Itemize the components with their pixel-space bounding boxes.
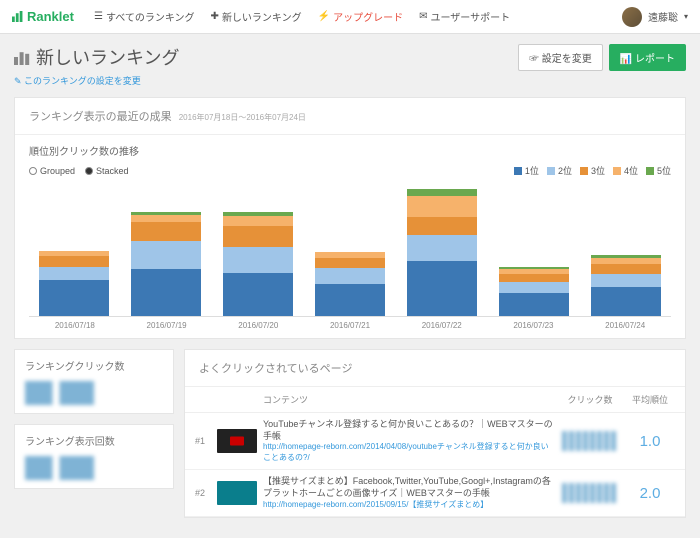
avatar bbox=[622, 7, 642, 27]
col-rank: 平均順位 bbox=[625, 393, 675, 406]
chart-legend: 1位2位3位4位5位 bbox=[514, 164, 671, 177]
chart-title: 順位別クリック数の推移 bbox=[15, 135, 685, 158]
report-button[interactable]: 📊 レポート bbox=[609, 44, 686, 71]
mode-grouped[interactable]: Grouped bbox=[29, 166, 75, 176]
table-row[interactable]: #2【推奨サイズまとめ】Facebook,Twitter,YouTube,Goo… bbox=[185, 470, 685, 517]
nav-all-rankings[interactable]: ☰ すべてのランキング bbox=[94, 9, 195, 24]
results-daterange: 2016年07月18日～2016年07月24日 bbox=[179, 113, 306, 122]
user-menu[interactable]: 遠藤聡 ▾ bbox=[622, 7, 688, 27]
clicks-panel: ランキングクリック数 bbox=[14, 349, 174, 414]
settings-button[interactable]: ☞ 設定を変更 bbox=[518, 44, 603, 71]
nav-support[interactable]: ✉ ユーザーサポート bbox=[419, 9, 510, 24]
table-title: よくクリックされているページ bbox=[199, 363, 352, 375]
brand[interactable]: Ranklet bbox=[12, 9, 74, 24]
results-title: ランキング表示の最近の成果 bbox=[29, 111, 172, 123]
col-content: コンテンツ bbox=[263, 393, 555, 406]
nav-new-ranking[interactable]: ✚ 新しいランキング bbox=[211, 9, 302, 24]
col-clicks: クリック数 bbox=[555, 393, 625, 406]
views-sparkline bbox=[25, 456, 163, 480]
page-title: 新しいランキング bbox=[14, 44, 179, 70]
stacked-bar-chart bbox=[29, 187, 671, 317]
table-row[interactable]: #1YouTubeチャンネル登録すると何か良いことあるの？｜WEBマスターの手帳… bbox=[185, 413, 685, 470]
mode-stacked[interactable]: Stacked bbox=[85, 166, 129, 176]
edit-settings-link[interactable]: ✎ このランキングの設定を変更 bbox=[14, 74, 179, 87]
nav-upgrade[interactable]: ⚡ アップグレード bbox=[318, 9, 403, 24]
clicks-sparkline bbox=[25, 381, 163, 405]
chevron-down-icon: ▾ bbox=[684, 12, 688, 21]
views-panel: ランキング表示回数 bbox=[14, 424, 174, 489]
